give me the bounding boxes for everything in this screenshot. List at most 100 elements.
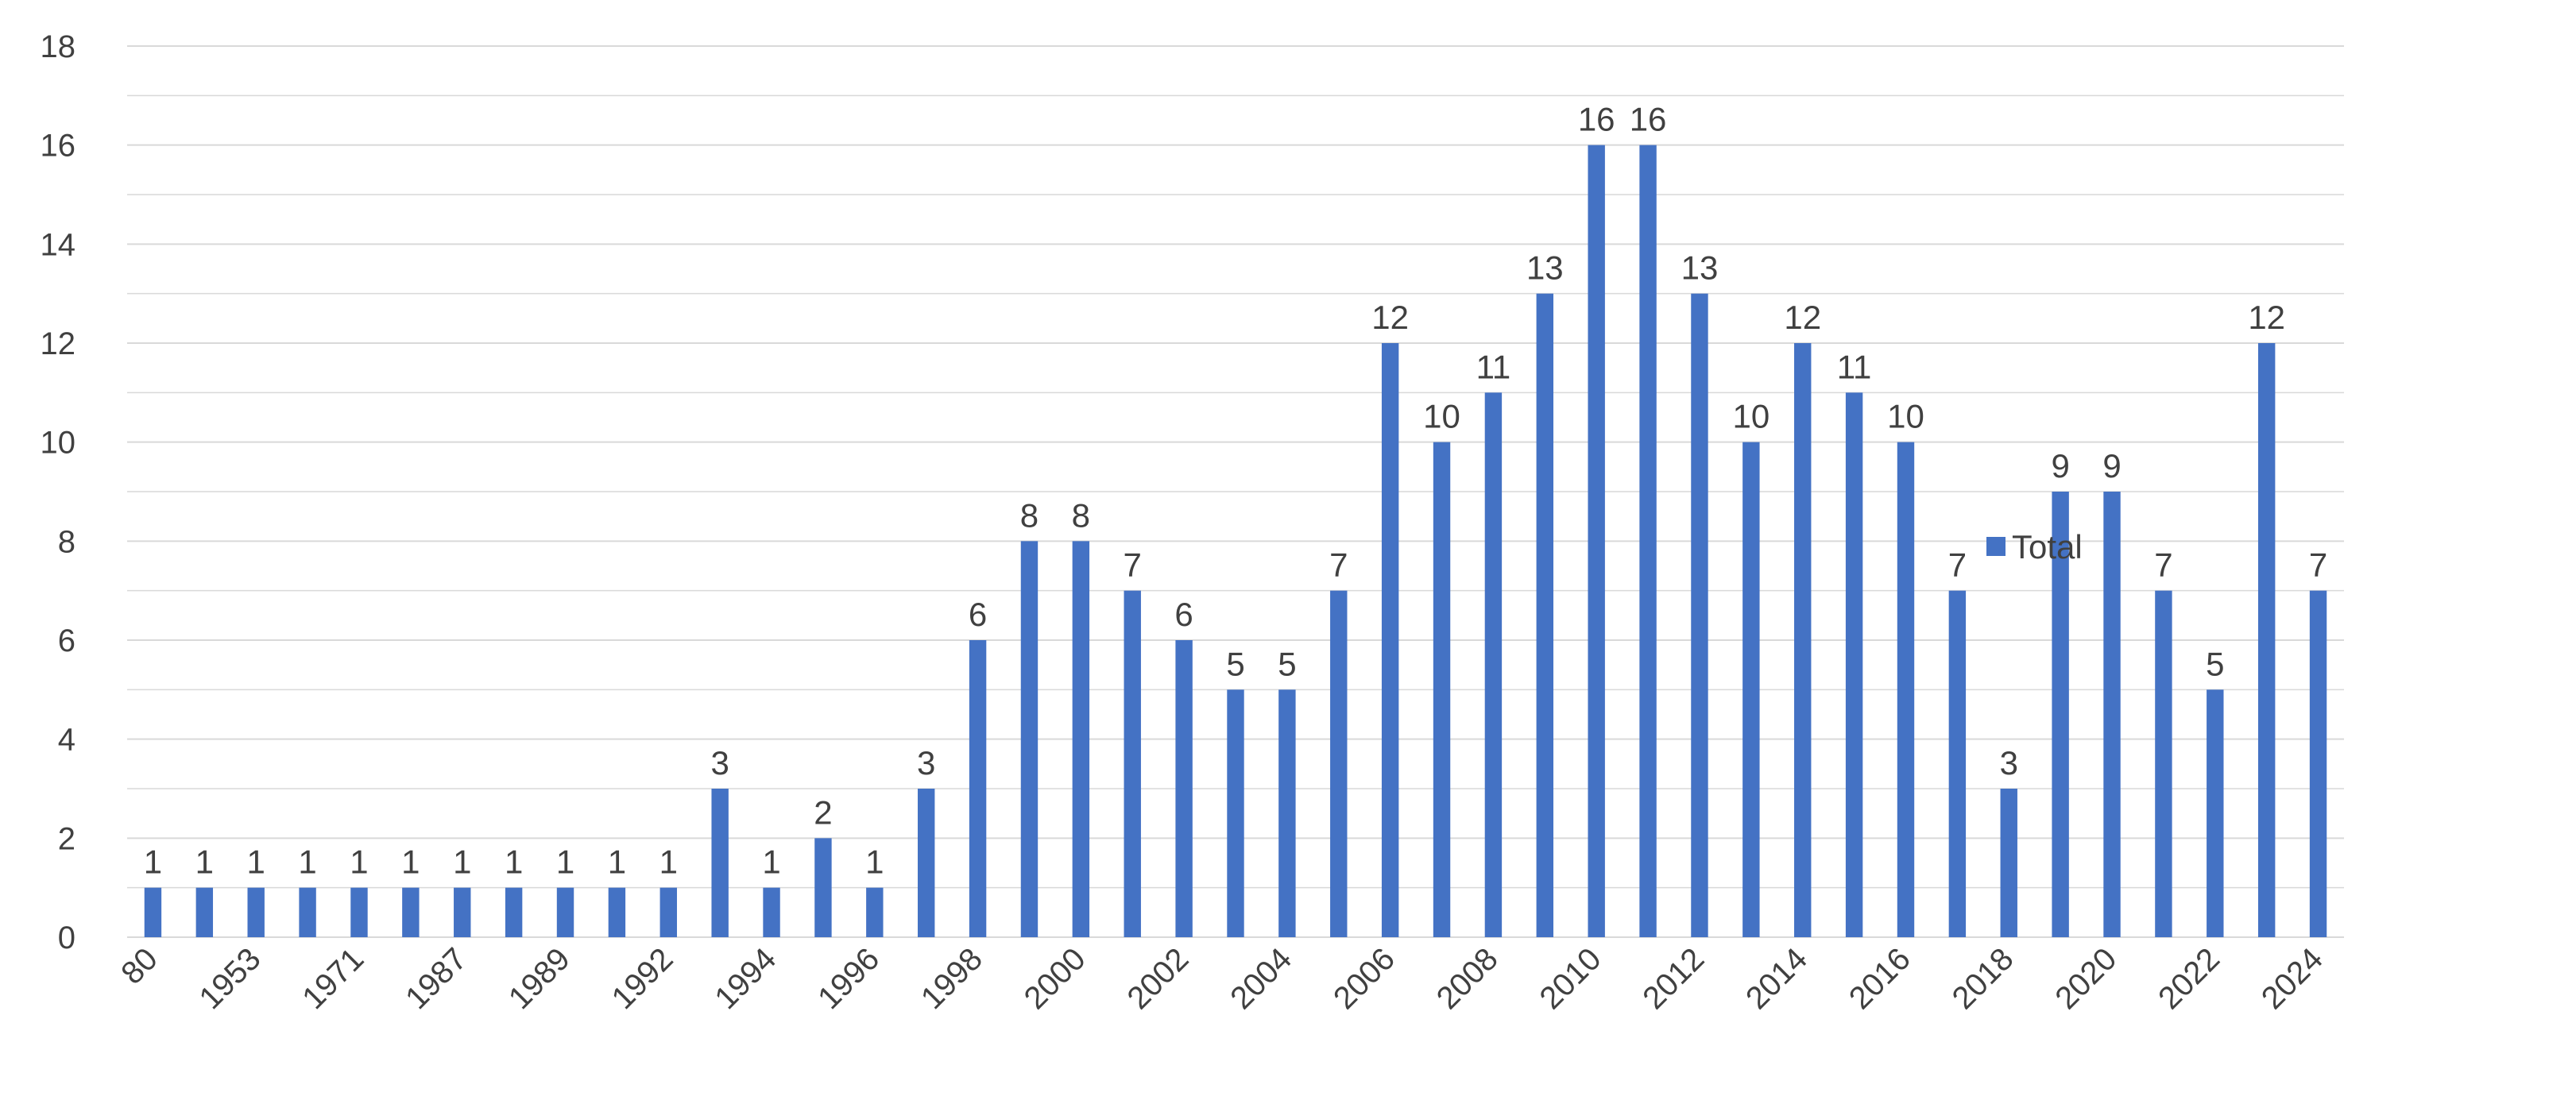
bar: [1897, 442, 1915, 937]
data-label: 1: [505, 843, 523, 881]
y-axis-ticks: 0 2 4 6 8 10 12 14 16 18: [41, 29, 76, 955]
data-label: 2: [814, 793, 832, 831]
legend-swatch-total: [1986, 537, 2005, 556]
bar: [1948, 590, 1967, 937]
bar: [1330, 590, 1348, 937]
bar: [1433, 442, 1451, 937]
bar: [1588, 145, 1605, 937]
data-label: 3: [710, 744, 729, 782]
bar: [1742, 442, 1760, 937]
bar: [299, 887, 316, 937]
y-tick-label: 8: [58, 524, 75, 559]
bar: [2000, 789, 2017, 937]
data-label: 5: [2206, 645, 2224, 682]
x-tick-label: 1996: [811, 941, 886, 1016]
bar: [1794, 343, 1812, 937]
data-label: 1: [298, 843, 316, 881]
data-label: 1: [144, 843, 162, 881]
bar: [1845, 392, 1863, 937]
data-label: 7: [1124, 546, 1142, 584]
y-tick-label: 4: [58, 723, 75, 758]
data-label: 1: [350, 843, 368, 881]
x-axis-ticks: 80 1953 1971 1987 1989 1992 1994 1996 1998 2000 20…: [114, 941, 2330, 1016]
data-label: 13: [1526, 249, 1564, 287]
bar: [402, 887, 420, 937]
data-label: 6: [1174, 596, 1193, 633]
data-label: 1: [608, 843, 626, 881]
x-tick-label: 2020: [2048, 941, 2123, 1016]
bar: [763, 887, 780, 937]
data-label: 1: [247, 843, 265, 881]
y-tick-label: 6: [58, 623, 75, 658]
data-label: 12: [1371, 299, 1409, 336]
bar: [1124, 590, 1141, 937]
x-tick-label: 2010: [1534, 941, 1608, 1016]
data-label: 1: [865, 843, 884, 881]
bar: [195, 887, 214, 937]
data-label: 5: [1278, 645, 1296, 682]
data-label: 6: [969, 596, 987, 633]
data-label: 5: [1226, 645, 1244, 682]
bar: [2257, 343, 2276, 937]
bar: [505, 887, 523, 937]
data-label: 9: [2051, 447, 2069, 484]
bar: [1381, 343, 1399, 937]
bar: [454, 887, 471, 937]
bar: [247, 887, 265, 937]
bar: [917, 789, 935, 937]
bar: [1227, 689, 1244, 937]
data-label: 7: [2154, 546, 2172, 584]
data-label: 10: [1732, 398, 1770, 435]
bar: [711, 789, 729, 937]
y-tick-label: 2: [58, 821, 75, 856]
x-tick-label: 1987: [399, 941, 474, 1016]
data-label: 1: [195, 843, 214, 881]
data-label: 10: [1887, 398, 1924, 435]
data-label: 11: [1476, 348, 1511, 385]
data-label: 3: [2000, 744, 2018, 782]
x-tick-label: 2002: [1120, 941, 1195, 1016]
data-label: 11: [1837, 348, 1872, 385]
y-tick-label: 18: [41, 29, 76, 64]
x-tick-label: 1992: [605, 941, 680, 1016]
data-label: 10: [1423, 398, 1460, 435]
x-tick-label: 2006: [1327, 941, 1402, 1016]
legend-label-total: Total: [2012, 528, 2083, 565]
data-label: 12: [2248, 299, 2285, 336]
y-tick-label: 14: [41, 227, 76, 262]
bar: [659, 887, 677, 937]
data-label: 1: [401, 843, 420, 881]
data-label: 8: [1020, 496, 1039, 534]
bar: [866, 887, 884, 937]
x-tick-label: 2000: [1018, 941, 1093, 1016]
bar: [2052, 492, 2069, 937]
bar: [1278, 689, 1296, 937]
bar: [1020, 541, 1039, 937]
x-tick-label: 1989: [502, 941, 577, 1016]
bar: [1484, 392, 1503, 937]
data-label: 7: [2309, 546, 2327, 584]
data-label: 12: [1784, 299, 1821, 336]
x-tick-label: 2016: [1843, 941, 1917, 1016]
bar: [814, 838, 832, 937]
data-label: 13: [1681, 249, 1719, 287]
bar: [2309, 590, 2327, 937]
data-label: 16: [1578, 101, 1615, 138]
x-tick-label: 2022: [2152, 941, 2226, 1016]
y-tick-label: 10: [41, 426, 76, 461]
bar: [969, 640, 987, 937]
x-tick-label: 2024: [2255, 941, 2330, 1016]
x-tick-label: 2018: [1946, 941, 2021, 1016]
y-tick-label: 16: [41, 129, 76, 164]
data-label: 3: [917, 744, 935, 782]
bar-series-total: [144, 145, 2327, 938]
bar: [2207, 689, 2224, 937]
y-tick-label: 12: [41, 326, 76, 361]
bar: [2103, 492, 2121, 937]
data-label: 1: [453, 843, 471, 881]
data-label: 7: [1948, 546, 1967, 584]
bar: [1175, 640, 1193, 937]
bar: [556, 887, 574, 937]
